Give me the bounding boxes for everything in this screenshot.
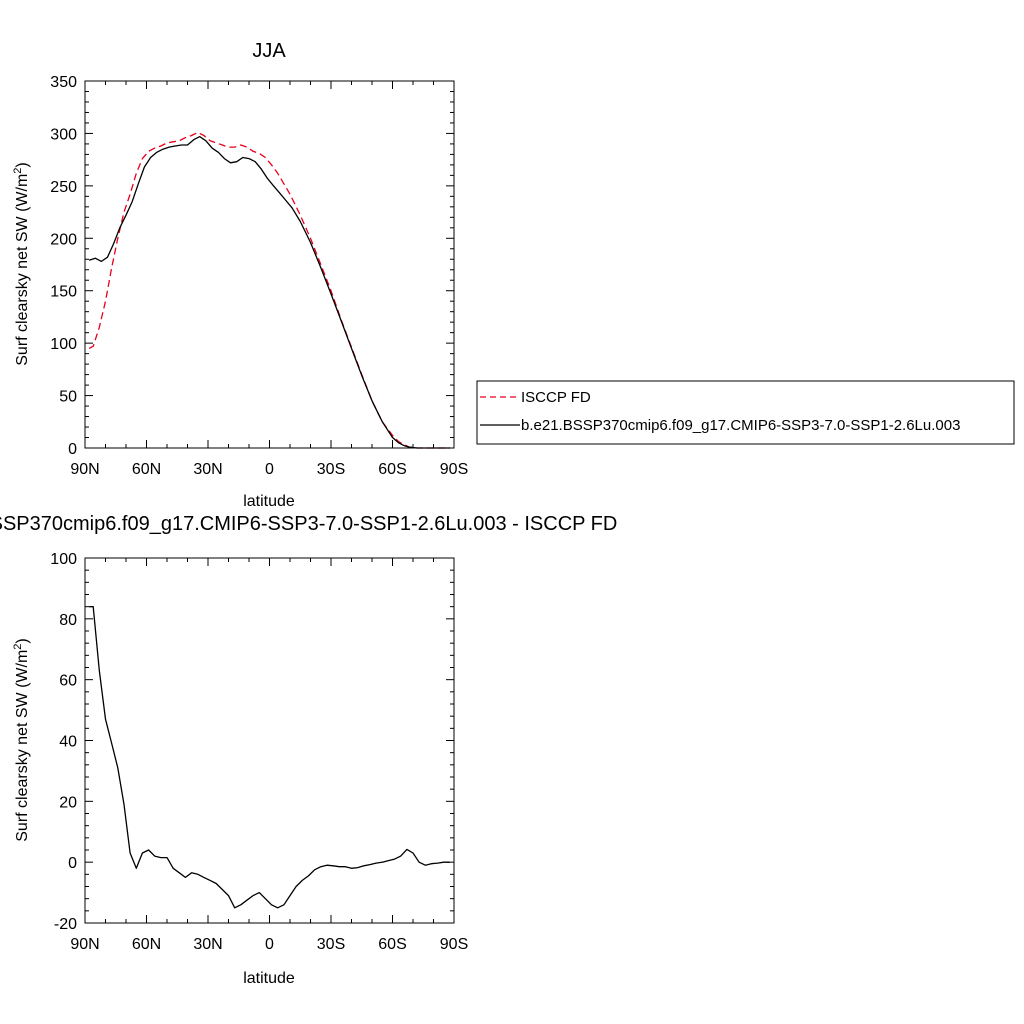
bottom-x-tick-label: 60S <box>378 936 406 953</box>
top-y-tick-label: 250 <box>50 179 77 196</box>
bottom-series-line-model <box>89 607 450 908</box>
bottom-chart-frame <box>85 558 454 923</box>
top-x-tick-label: 30S <box>317 461 345 478</box>
legend-label-isccp-fd: ISCCP FD <box>521 389 591 406</box>
top-y-tick-label: 200 <box>50 231 77 248</box>
top-y-tick-label: 100 <box>50 336 77 353</box>
top-chart-ticks <box>85 81 454 448</box>
legend: ISCCP FD b.e21.BSSP370cmip6.f09_g17.CMIP… <box>477 381 1014 444</box>
bottom-chart-y-axis-label-close: ) <box>14 638 31 643</box>
top-chart-y-axis-label: Surf clearsky net SW (W/m2) <box>12 162 31 365</box>
bottom-chart-y-axis-label: Surf clearsky net SW (W/m2) <box>12 638 31 841</box>
bottom-x-tick-label: 60N <box>132 936 161 953</box>
bottom-x-tick-label: 30N <box>193 936 222 953</box>
bottom-y-tick-label: 80 <box>59 612 77 629</box>
bottom-y-tick-label: 0 <box>68 855 77 872</box>
top-y-tick-label: 300 <box>50 126 77 143</box>
bottom-x-tick-label: 30S <box>317 936 345 953</box>
top-x-tick-label: 60N <box>132 461 161 478</box>
top-chart-y-axis-label-close: ) <box>14 162 31 167</box>
bottom-chart-y-tick-labels: -20 0 20 40 60 80 100 <box>50 551 77 933</box>
top-chart-y-tick-labels: 0 50 100 150 200 250 300 350 <box>50 74 77 458</box>
top-y-tick-label: 50 <box>59 389 77 406</box>
bottom-x-tick-label: 0 <box>265 936 274 953</box>
bottom-x-tick-label: 90N <box>70 936 99 953</box>
top-series-line-isccp-fd <box>89 132 450 448</box>
top-chart-y-axis-label-main: Surf clearsky net SW (W/m <box>14 174 31 366</box>
top-x-tick-label: 0 <box>265 461 274 478</box>
top-series-line-model <box>89 137 450 448</box>
top-chart-x-tick-labels: 90N 60N 30N 0 30S 60S 90S <box>70 461 468 478</box>
bottom-chart-ticks <box>85 558 454 923</box>
bottom-y-tick-label: 100 <box>50 551 77 568</box>
top-x-tick-label: 60S <box>378 461 406 478</box>
bottom-chart-x-tick-labels: 90N 60N 30N 0 30S 60S 90S <box>70 936 468 953</box>
top-chart-x-axis-label: latitude <box>243 493 295 510</box>
top-chart-title: JJA <box>252 40 286 62</box>
legend-label-model: b.e21.BSSP370cmip6.f09_g17.CMIP6-SSP3-7.… <box>521 417 960 434</box>
bottom-x-tick-label: 90S <box>440 936 468 953</box>
bottom-y-tick-label: -20 <box>54 916 77 933</box>
top-y-tick-label: 350 <box>50 74 77 91</box>
bottom-y-tick-label: 20 <box>59 794 77 811</box>
bottom-chart-series <box>89 607 450 908</box>
bottom-chart-y-axis-label-main: Surf clearsky net SW (W/m <box>14 650 31 842</box>
top-x-tick-label: 90S <box>440 461 468 478</box>
top-chart-series <box>89 132 450 448</box>
top-y-tick-label: 0 <box>68 441 77 458</box>
top-panel-jja: JJA 90N 60N 30N 0 30S 60S 90S 0 50 100 150 200 250 3… <box>12 40 468 510</box>
top-x-tick-label: 30N <box>193 461 222 478</box>
top-chart-frame <box>85 81 454 448</box>
bottom-chart-title: b.e21.BSSP370cmip6.f09_g17.CMIP6-SSP3-7.… <box>0 513 617 535</box>
bottom-y-tick-label: 60 <box>59 673 77 690</box>
top-y-tick-label: 150 <box>50 284 77 301</box>
bottom-panel-difference: b.e21.BSSP370cmip6.f09_g17.CMIP6-SSP3-7.… <box>0 513 617 987</box>
bottom-y-tick-label: 40 <box>59 734 77 751</box>
bottom-chart-x-axis-label: latitude <box>243 970 295 987</box>
top-x-tick-label: 90N <box>70 461 99 478</box>
